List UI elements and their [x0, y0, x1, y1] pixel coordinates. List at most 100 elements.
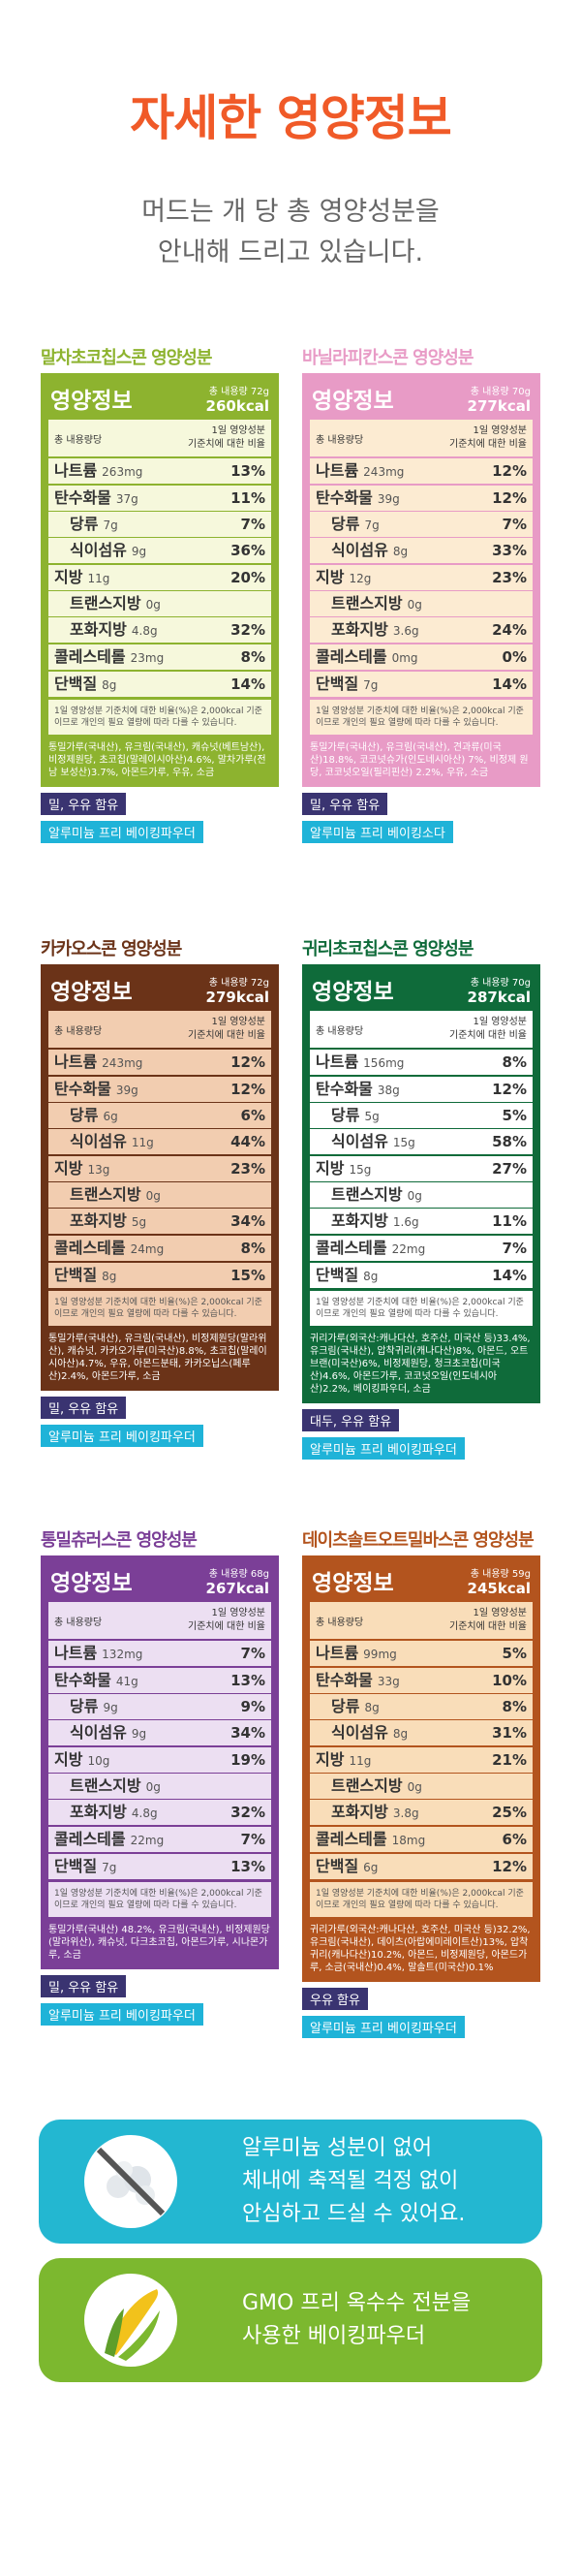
nutrient-amount: 8g: [364, 1701, 380, 1714]
nutrient-amount: 8g: [102, 678, 117, 692]
nutrient-row: 트랜스지방 0g: [48, 590, 271, 616]
nutrient-percent: 19%: [230, 1751, 265, 1769]
tag-row: 밀, 우유 함유: [41, 787, 279, 815]
nutrient-percent: 34%: [230, 1724, 265, 1742]
nutrient-amount: 11g: [349, 1754, 372, 1768]
allergen-tag: 밀, 우유 함유: [41, 1975, 127, 1997]
nutrient-amount: 41g: [115, 1675, 138, 1688]
nutrient-amount: 0g: [407, 1189, 422, 1203]
nutrient-amount: 156mg: [363, 1056, 405, 1070]
nutrient-percent: 7%: [240, 1645, 265, 1662]
daily-value: 1일 영양성분 기준치에 대한 비율: [188, 424, 265, 452]
nutrient-amount: 0g: [407, 1780, 422, 1794]
nutrient-row: 나트륨 99mg 5%: [310, 1639, 533, 1666]
per-serving: 총 내용량당: [54, 1617, 103, 1628]
nutrient-name: 포화지방: [70, 1211, 127, 1230]
nutrient-amount: 24mg: [130, 1242, 165, 1256]
nutrient-percent: 9%: [240, 1698, 265, 1715]
nutrient-amount: 0mg: [391, 651, 418, 665]
nutrient-name: 포화지방: [331, 1211, 388, 1230]
daily-value-line: 기준치에 대한 비율: [188, 1621, 265, 1632]
nutrient-row: 당류 7g 7%: [48, 511, 271, 537]
allergen-tag: 대두, 우유 함유: [302, 1409, 400, 1431]
table-header: 총 내용량당 1일 영양성분 기준치에 대한 비율: [48, 420, 271, 456]
per-serving: 총 내용량당: [54, 434, 103, 446]
energy: 총 내용량 68g 267kcal: [206, 1565, 269, 1597]
nutrition-table: 총 내용량당 1일 영양성분 기준치에 대한 비율 나트륨 243mg 12% 탄수화물 39…: [308, 418, 535, 737]
nutrient-name: 탄수화물: [316, 1671, 373, 1689]
nutrient-row: 지방 12g 23%: [310, 563, 533, 590]
daily-value-line: 1일 영양성분: [211, 1017, 265, 1027]
nutrient-row: 콜레스테롤 0mg 0%: [310, 643, 533, 670]
table-header: 총 내용량당 1일 영양성분 기준치에 대한 비율: [48, 1011, 271, 1048]
nutrient-amount: 11g: [87, 572, 110, 585]
serving: 총 내용량 59g: [470, 1568, 531, 1580]
energy: 총 내용량 72g 279kcal: [206, 974, 269, 1006]
daily-value: 1일 영양성분 기준치에 대한 비율: [449, 1607, 527, 1634]
banner-line: 체내에 축적될 걱정 없이: [242, 2169, 459, 2193]
banner-text: GMO 프리 옥수수 전분을 사용한 베이킹파우더: [242, 2258, 471, 2382]
nutrition-panel: 영양정보 총 내용량 68g 267kcal 총 내용량당 1일 영양성분 기준치에 대한…: [41, 1555, 279, 1969]
nutrient-percent: 14%: [492, 675, 527, 693]
card-title: 통밀츄러스콘 영양성분: [41, 1530, 198, 1551]
nutrient-amount: 132mg: [102, 1648, 143, 1661]
nutrient-name: 지방: [54, 568, 83, 586]
nutrient-name: 콜레스테롤: [316, 647, 387, 666]
per-serving: 총 내용량당: [316, 434, 364, 446]
panel-title: 영양정보: [312, 980, 394, 1005]
nutrient-amount: 9g: [131, 545, 147, 558]
nutrient-percent: 13%: [230, 1858, 265, 1875]
nutrient-amount: 22mg: [130, 1834, 165, 1847]
nutrient-percent: 8%: [240, 1240, 265, 1257]
kcal: 245kcal: [467, 1579, 531, 1597]
nutrient-name: 식이섬유: [331, 541, 388, 559]
nutrient-name: 포화지방: [70, 1803, 127, 1821]
nutrient-name: 나트륨: [54, 1052, 98, 1071]
nutrient-name: 트랜스지방: [331, 594, 403, 613]
nutrient-percent: 12%: [492, 489, 527, 507]
nutrient-row: 나트륨 243mg 12%: [310, 456, 533, 484]
daily-value-line: 1일 영양성분: [473, 1608, 527, 1618]
nutrient-name: 단백질: [316, 1266, 359, 1284]
nutrient-name: 트랜스지방: [70, 1185, 141, 1204]
tag-row: 알루미늄 프리 베이킹파우더: [302, 2010, 540, 2038]
nutrient-row: 당류 9g 9%: [48, 1693, 271, 1719]
nutrient-name: 식이섬유: [331, 1723, 388, 1742]
nutrient-row: 지방 10g 19%: [48, 1745, 271, 1773]
nutrient-amount: 0g: [407, 598, 422, 612]
nutrient-percent: 7%: [502, 516, 527, 533]
nutrient-percent: 12%: [492, 1858, 527, 1875]
nutrient-percent: 21%: [492, 1751, 527, 1769]
daily-value-line: 기준치에 대한 비율: [449, 1030, 527, 1041]
nutrient-amount: 11g: [131, 1136, 154, 1149]
nutrient-percent: 24%: [492, 621, 527, 639]
nutrient-name: 식이섬유: [70, 541, 127, 559]
nutrient-name: 트랜스지방: [70, 594, 141, 613]
nutrient-row: 콜레스테롤 22mg 7%: [48, 1825, 271, 1852]
daily-value: 1일 영양성분 기준치에 대한 비율: [449, 424, 527, 452]
nutrient-row: 탄수화물 37g 11%: [48, 484, 271, 511]
nutrient-amount: 3.8g: [392, 1806, 419, 1820]
nutrient-name: 지방: [54, 1750, 83, 1769]
nutrient-name: 지방: [316, 1159, 345, 1178]
nutrient-percent: 12%: [492, 1081, 527, 1098]
nutrition-card: 카카오스콘 영양성분 영양정보 총 내용량 72g 279kcal 총 내용량당 1일 영…: [41, 935, 279, 1447]
nutrition-panel: 영양정보 총 내용량 59g 245kcal 총 내용량당 1일 영양성분 기준치에 대한…: [302, 1555, 540, 1982]
nutrient-percent: 44%: [230, 1133, 265, 1150]
card-title: 카카오스콘 영양성분: [41, 939, 182, 959]
energy: 총 내용량 70g 277kcal: [468, 383, 531, 415]
nutrient-percent: 13%: [230, 1672, 265, 1689]
nutrient-row: 탄수화물 39g 12%: [48, 1075, 271, 1102]
nutrient-row: 나트륨 263mg 13%: [48, 456, 271, 484]
nutrient-row: 포화지방 4.8g 32%: [48, 616, 271, 643]
banner: 알루미늄 성분이 없어 체내에 축적될 걱정 없이 안심하고 드실 수 있어요.: [39, 2120, 542, 2244]
allergen-tag: 밀, 우유 함유: [41, 793, 127, 815]
leavening-tag: 알루미늄 프리 베이킹파우더: [302, 1437, 465, 1460]
nutrient-percent: 20%: [230, 569, 265, 586]
daily-value-line: 1일 영양성분: [211, 425, 265, 436]
nutrient-name: 단백질: [54, 675, 98, 693]
footnote: 1일 영양성분 기준치에 대한 비율(%)은 2,000kcal 기준이므로 개…: [310, 1288, 533, 1326]
banner-line: GMO 프리 옥수수 전분을: [242, 2291, 472, 2315]
nutrient-row: 당류 6g 6%: [48, 1102, 271, 1128]
